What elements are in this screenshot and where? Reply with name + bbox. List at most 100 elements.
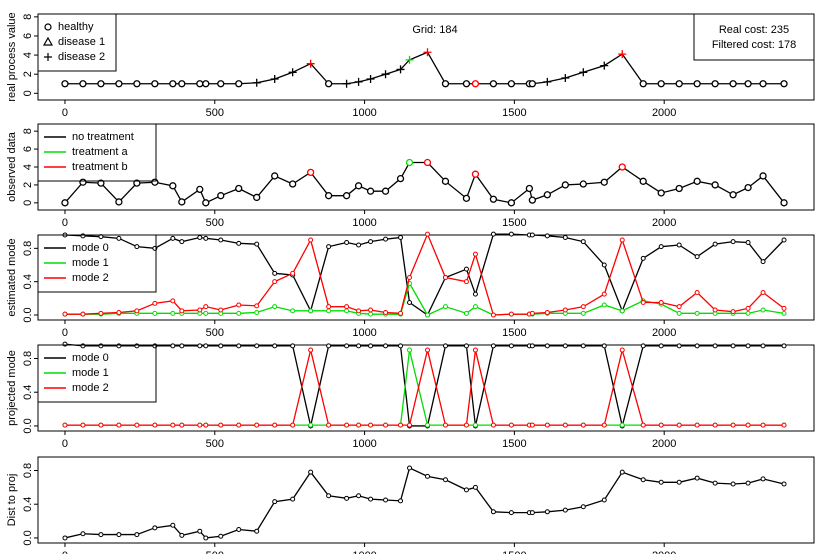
point-marker xyxy=(424,231,430,237)
point-marker xyxy=(324,80,333,88)
point-marker xyxy=(745,480,751,486)
x-tick-label: 1000 xyxy=(352,217,376,229)
legend-label: no treatment xyxy=(72,131,134,143)
point-marker xyxy=(326,493,332,499)
point-marker xyxy=(308,237,314,243)
point-marker xyxy=(472,304,478,310)
point-marker xyxy=(366,187,375,195)
point-marker xyxy=(601,302,607,308)
point-marker xyxy=(712,343,718,349)
point-marker xyxy=(730,309,736,315)
y-tick-label: 0.0 xyxy=(22,307,34,322)
y-axis-label: Dist to proj xyxy=(6,474,18,527)
point-marker xyxy=(472,251,478,257)
point-marker xyxy=(640,477,646,483)
point-marker xyxy=(694,475,700,481)
point-marker xyxy=(196,185,204,193)
point-marker xyxy=(544,343,550,349)
legend-label: mode 2 xyxy=(72,382,109,394)
point-marker xyxy=(383,422,389,428)
point-marker xyxy=(472,422,478,428)
point-marker xyxy=(658,479,664,485)
point-marker xyxy=(658,422,664,428)
point-marker xyxy=(381,70,390,79)
point-marker xyxy=(368,311,374,317)
legend-symbol xyxy=(44,53,52,61)
point-marker xyxy=(179,239,185,245)
legend-label: mode 1 xyxy=(72,367,109,379)
point-marker xyxy=(383,236,389,242)
point-marker xyxy=(203,310,209,316)
point-marker xyxy=(116,532,122,538)
point-marker xyxy=(398,422,404,428)
point-marker xyxy=(288,68,297,77)
point-marker xyxy=(356,422,362,428)
x-tick-label: 2000 xyxy=(652,550,676,554)
point-marker xyxy=(115,80,123,88)
point-marker xyxy=(528,80,537,88)
point-marker xyxy=(272,343,278,349)
point-marker xyxy=(490,509,496,515)
point-marker xyxy=(290,496,296,502)
point-marker xyxy=(463,310,469,316)
point-marker xyxy=(711,181,719,189)
point-marker xyxy=(290,270,296,276)
x-tick-label: 0 xyxy=(62,217,68,229)
point-marker xyxy=(619,422,625,428)
point-marker xyxy=(151,80,159,88)
point-marker xyxy=(729,80,737,88)
point-marker xyxy=(197,307,203,313)
point-marker xyxy=(760,422,766,428)
point-marker xyxy=(170,422,176,428)
point-marker xyxy=(80,233,86,239)
y-axis-label: real process value xyxy=(6,12,18,101)
point-marker xyxy=(462,80,471,88)
point-marker xyxy=(544,422,550,428)
point-marker xyxy=(151,178,159,186)
point-marker xyxy=(658,244,664,250)
point-marker xyxy=(290,308,296,314)
point-marker xyxy=(98,422,104,428)
point-marker xyxy=(97,80,105,88)
point-marker xyxy=(676,422,682,428)
point-marker xyxy=(562,307,568,313)
point-marker xyxy=(711,80,719,88)
point-marker xyxy=(116,343,122,349)
y-axis-label: projected mode xyxy=(6,350,18,426)
point-marker xyxy=(196,80,204,88)
point-marker xyxy=(744,184,752,192)
point-marker xyxy=(580,422,586,428)
point-marker xyxy=(290,422,296,428)
point-marker xyxy=(116,310,122,315)
point-marker xyxy=(356,308,362,314)
point-marker xyxy=(694,254,700,260)
point-marker xyxy=(218,422,224,428)
point-marker xyxy=(253,193,261,202)
point-marker xyxy=(203,422,209,428)
point-marker xyxy=(601,422,607,428)
plot-frame xyxy=(37,456,815,544)
point-marker xyxy=(544,310,550,315)
point-marker xyxy=(640,300,646,305)
point-marker xyxy=(236,422,242,428)
point-marker xyxy=(507,199,516,207)
point-marker xyxy=(203,235,209,241)
point-marker xyxy=(344,422,350,428)
point-marker xyxy=(407,422,413,428)
y-tick-label: 0.4 xyxy=(22,385,34,400)
point-marker xyxy=(80,422,86,428)
point-marker xyxy=(398,310,404,316)
point-marker xyxy=(490,343,496,349)
point-marker xyxy=(383,343,389,349)
annotation: Real cost: 235 xyxy=(719,24,789,36)
point-marker xyxy=(197,235,203,240)
x-tick-label: 2000 xyxy=(652,107,676,119)
point-marker xyxy=(407,300,413,305)
point-marker xyxy=(561,181,569,189)
point-marker xyxy=(218,237,224,243)
point-marker xyxy=(170,235,176,241)
point-marker xyxy=(306,168,315,176)
y-tick-label: 0.0 xyxy=(22,418,34,433)
y-tick-label: 6 xyxy=(22,33,34,39)
point-marker xyxy=(472,484,478,490)
